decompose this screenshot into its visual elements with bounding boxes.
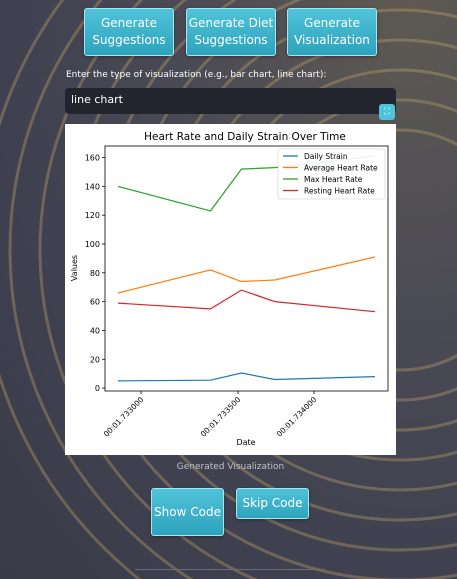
y-tick-label: 20 [90,355,100,364]
plot-area [104,145,389,392]
expand-icon[interactable]: ⛶ [379,104,395,120]
series-line-daily-strain [117,372,376,382]
y-tick-label: 100 [85,240,100,249]
legend-box [277,148,386,200]
x-tick-label: 00:01.733000 [102,395,146,439]
y-tick-label: 0 [95,384,100,393]
chart-legend: Daily Strain Average Heart Rate Max Heart … [277,148,386,200]
visualization-type-input[interactable]: line chart [65,88,396,114]
x-axis-label: Date [236,438,255,447]
legend-entry: Max Heart Rate [304,175,363,184]
y-axis-label: Values [70,255,79,281]
legend-entry: Average Heart Rate [304,164,378,173]
chart-title: Heart Rate and Daily Strain Over Time [144,131,346,143]
legend-entry: Resting Heart Rate [304,187,375,196]
series-line-resting-heart-rate [117,289,376,313]
x-tick-label: 00:01.734000 [275,395,319,439]
generate-diet-suggestions-button[interactable]: Generate Diet Suggestions [186,8,276,56]
y-tick-label: 160 [85,154,100,163]
y-tick-label: 140 [85,182,100,191]
generate-suggestions-button[interactable]: Generate Suggestions [84,8,174,56]
y-tick-label: 120 [85,211,100,220]
legend-entry: Daily Strain [304,152,348,161]
series-line-average-heart-rate [117,256,376,294]
divider [135,569,325,570]
y-tick-label: 80 [90,269,100,278]
skip-code-button[interactable]: Skip Code [236,488,309,519]
line-chart: Heart Rate and Daily Strain Over Time Va… [70,131,389,447]
visualization-type-label: Enter the type of visualization (e.g., b… [66,70,327,80]
visualization-caption: Generated Visualization [176,462,285,472]
generate-visualization-button[interactable]: Generate Visualization [287,8,377,56]
show-code-button[interactable]: Show Code [151,488,224,536]
x-tick-label: 00:01.733500 [199,395,243,439]
chart-image: Heart Rate and Daily Strain Over Time Va… [65,124,396,455]
y-tick-label: 40 [90,326,100,335]
y-tick-label: 60 [90,298,100,307]
